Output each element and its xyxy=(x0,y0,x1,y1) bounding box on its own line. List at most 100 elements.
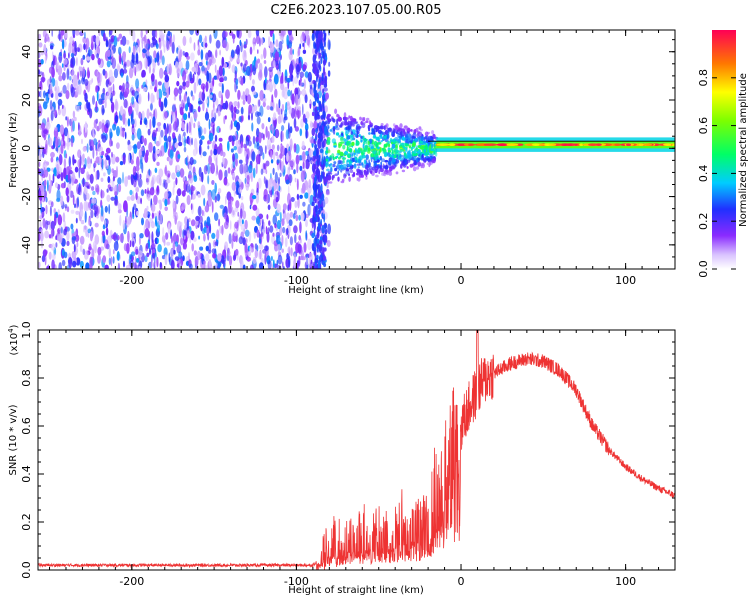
spectrogram-blob xyxy=(119,214,122,226)
spectrogram-blob xyxy=(164,127,168,137)
spectrogram-blob xyxy=(101,122,105,134)
spectrogram-blob xyxy=(263,221,266,231)
spectrogram-blob xyxy=(167,30,171,37)
spectrogram-blob xyxy=(224,241,229,251)
spectrogram-blob xyxy=(321,157,324,166)
spectrogram-blob xyxy=(44,143,48,156)
spectrogram-blob xyxy=(312,155,315,162)
spectrogram-blob xyxy=(89,173,94,184)
spectrogram-blob xyxy=(263,176,266,184)
spectrogram-blob xyxy=(239,39,242,47)
spectrogram-blob xyxy=(145,79,148,86)
spectrogram-blob xyxy=(281,218,285,227)
spectrogram-blob xyxy=(332,163,336,168)
spectrogram-blob xyxy=(150,92,154,104)
spectrogram-blob xyxy=(314,250,317,260)
spectrogram-blob xyxy=(388,171,393,176)
spectrogram-blob xyxy=(102,87,106,95)
spectrogram-blob xyxy=(191,193,196,200)
spectrogram-blob xyxy=(283,266,285,269)
spectrogram-blob xyxy=(240,77,244,86)
spectrogram-blob xyxy=(249,46,253,55)
spectrogram-blob xyxy=(244,150,247,158)
spectrogram-blob xyxy=(203,197,206,207)
spectrogram-blob xyxy=(333,156,335,161)
colorbar-gradient xyxy=(712,30,736,269)
spectrogram-blob xyxy=(112,256,115,264)
spectrogram-blob xyxy=(152,116,156,128)
spectrogram-blob xyxy=(38,232,41,242)
spectrogram-blob xyxy=(326,168,330,172)
spectrogram-blob xyxy=(156,237,159,244)
spectrogram-blob xyxy=(56,61,60,70)
spectrogram-blob xyxy=(116,166,118,178)
spectrogram-blob xyxy=(426,158,429,161)
spectrogram-blob xyxy=(296,193,300,200)
spectrogram-blob xyxy=(324,105,328,113)
spectrogram-blob xyxy=(74,166,79,173)
spectrogram-blob xyxy=(218,137,223,142)
spectrogram-blob xyxy=(322,110,326,119)
spectrogram-blob xyxy=(248,104,253,114)
spectrogram-blob xyxy=(176,80,180,87)
spectrogram-blob xyxy=(80,68,82,78)
spectrogram-blob xyxy=(352,174,354,178)
spectrogram-blob xyxy=(304,94,308,104)
spectrogram-blob xyxy=(424,152,429,156)
spectrogram-line-peak xyxy=(436,143,450,146)
spectrogram-blob xyxy=(44,250,48,255)
spectrogram-blob xyxy=(286,152,289,162)
spectrogram-blob xyxy=(197,49,201,56)
spectrogram-blob xyxy=(204,42,208,48)
spectrogram-blob xyxy=(73,74,78,87)
spectrogram-blob xyxy=(38,52,41,59)
spectrogram-blob xyxy=(295,214,299,222)
spectrogram-blob xyxy=(120,39,123,45)
spectrogram-blob xyxy=(173,249,176,255)
spectrogram-blob xyxy=(295,64,301,75)
spectrogram-blob xyxy=(266,84,270,91)
spectrogram-blob xyxy=(159,67,164,79)
spectrogram-blob xyxy=(229,220,232,230)
spectrogram-blob xyxy=(379,131,383,135)
x-tick-label: 0 xyxy=(458,575,465,588)
spectrogram-blob xyxy=(128,105,133,115)
spectrogram-blob xyxy=(275,39,279,48)
spectrogram-blob xyxy=(327,118,332,123)
spectrogram-blob xyxy=(421,154,424,159)
spectrogram-blob xyxy=(423,149,427,153)
spectrogram-blob xyxy=(186,155,189,164)
spectrogram-blob xyxy=(42,101,48,110)
spectrogram-blob xyxy=(205,52,209,61)
spectrogram-blob xyxy=(321,246,325,256)
spectrogram-blob xyxy=(85,262,90,269)
spectrogram-blob xyxy=(132,165,137,176)
spectrogram-blob xyxy=(416,136,421,142)
spectrogram-blob xyxy=(122,219,126,230)
spectrogram-blob xyxy=(206,216,211,227)
spectrogram-blob xyxy=(74,203,76,209)
spectrogram-blob xyxy=(193,63,199,73)
spectrogram-blob xyxy=(148,168,151,176)
spectrogram-blob xyxy=(67,172,70,182)
spectrogram-blob xyxy=(200,135,205,140)
spectrogram-blob xyxy=(320,183,323,194)
spectrogram-blob xyxy=(346,145,349,151)
spectrogram-blob xyxy=(232,36,235,44)
spectrogram-blob xyxy=(143,137,147,146)
spectrogram-blob xyxy=(100,235,103,244)
spectrogram-blob xyxy=(396,141,399,146)
spectrogram-blob xyxy=(335,165,340,170)
spectrogram-blob xyxy=(246,94,252,105)
snr-y-label: SNR (10 * v/v) xyxy=(8,404,19,475)
spectrogram-blob xyxy=(234,158,238,167)
spectrogram-blob xyxy=(318,244,322,254)
spectrogram-blob xyxy=(207,232,210,241)
spectrogram-blob xyxy=(404,142,409,147)
spectrogram-blob xyxy=(198,126,203,136)
spectrogram-blob xyxy=(70,137,74,148)
spectrogram-blob xyxy=(102,108,105,114)
spectrogram-blob xyxy=(353,163,357,169)
spectrogram-blob xyxy=(363,159,366,164)
spectrogram-blob xyxy=(108,204,111,215)
